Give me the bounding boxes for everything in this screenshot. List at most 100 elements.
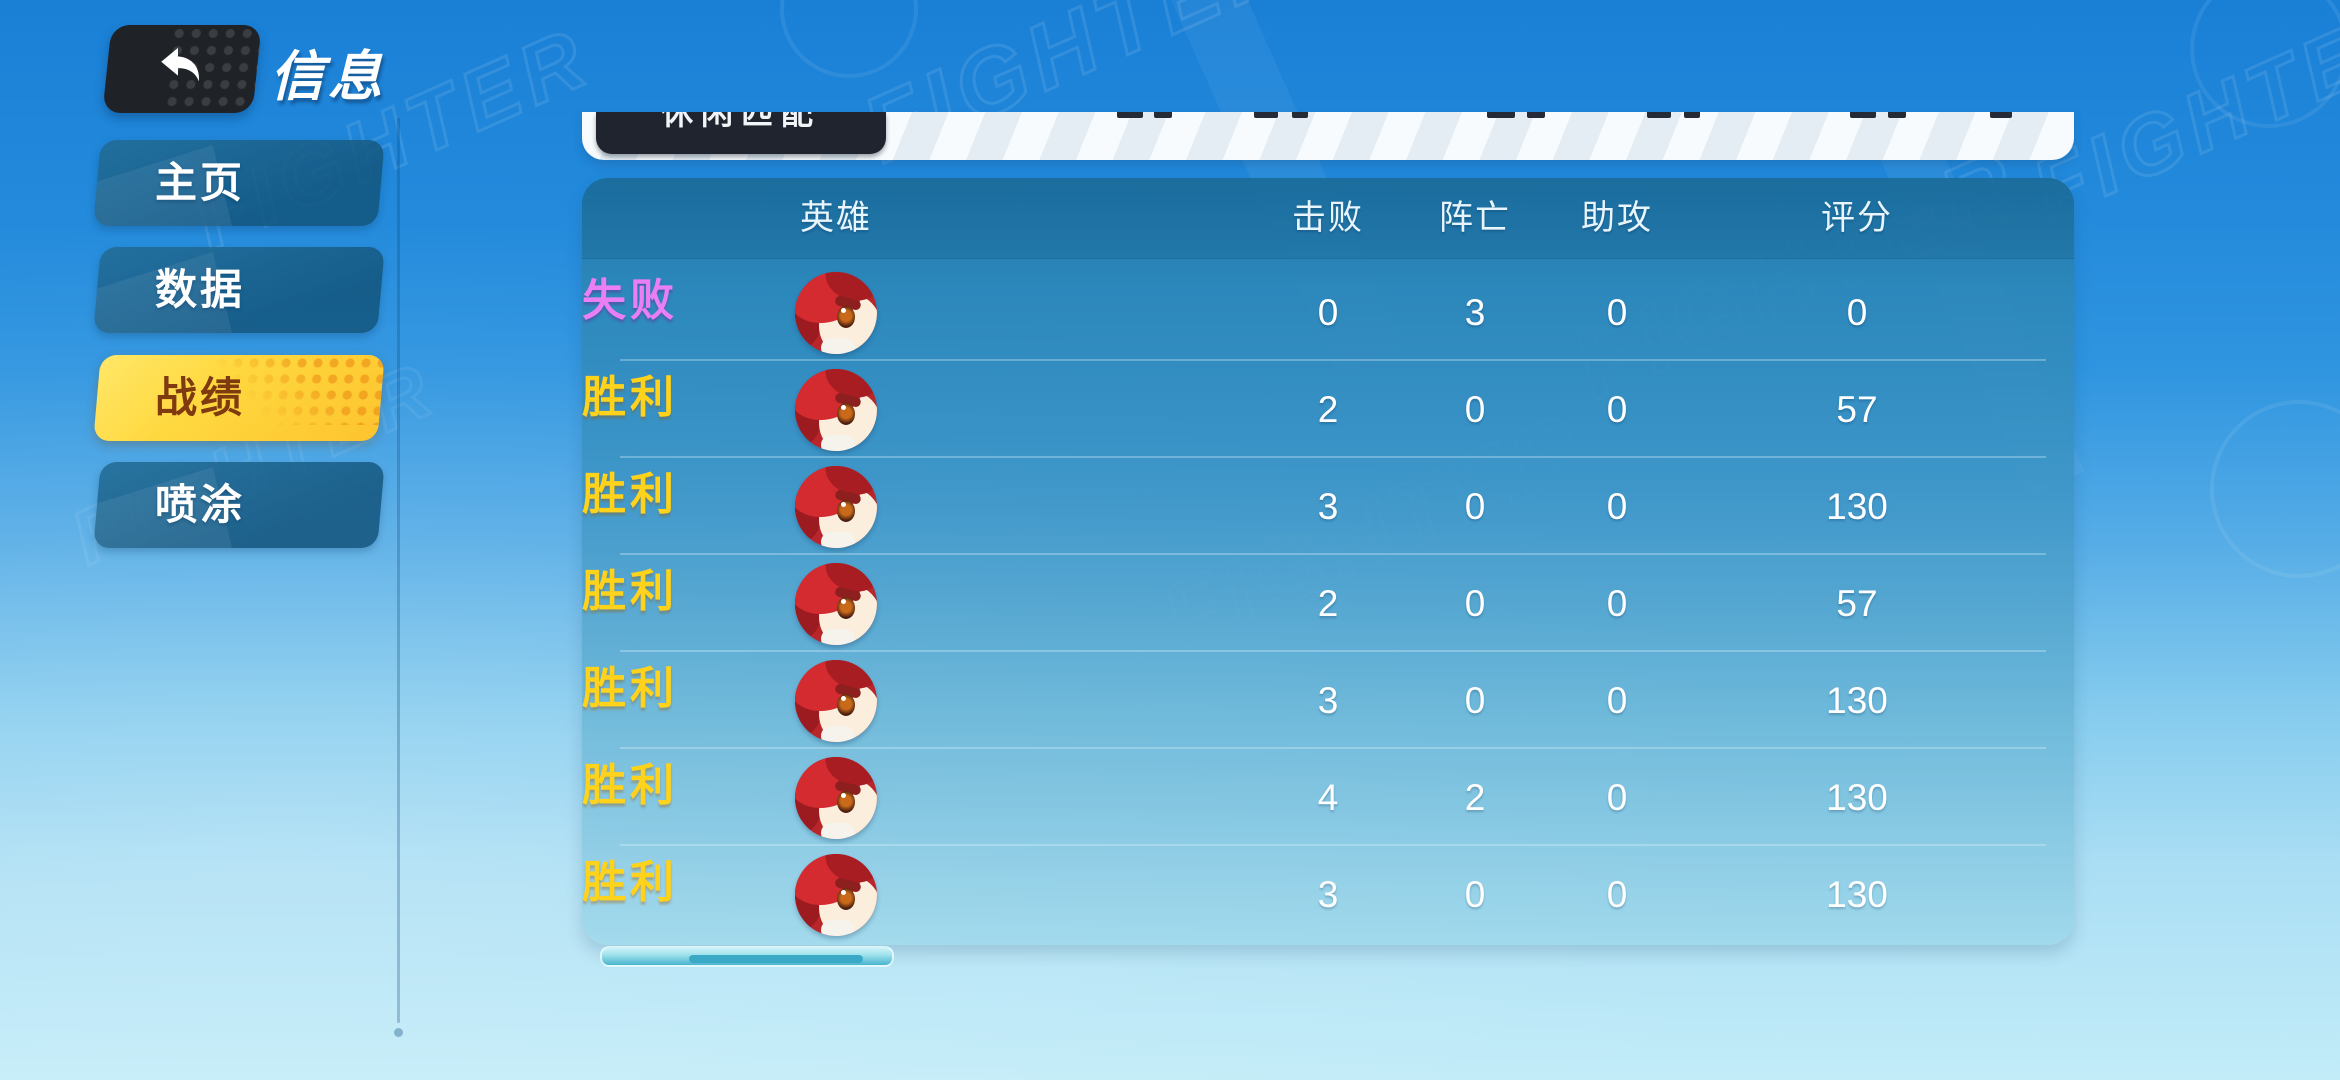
selected-mode-tab[interactable]: 休闲匹配 — [596, 112, 886, 154]
assists-value: 0 — [1606, 583, 1628, 624]
hero-avatar — [795, 659, 877, 742]
col-header-assists: 助攻 — [1581, 199, 1653, 237]
deaths-value: 0 — [1464, 680, 1486, 721]
match-result: 胜利 — [582, 567, 678, 616]
kills-value: 3 — [1317, 680, 1339, 721]
avatar-eye-glint — [841, 695, 846, 701]
avatar-eye-glint — [841, 307, 846, 313]
kills-value: 2 — [1317, 389, 1339, 430]
match-result: 胜利 — [582, 373, 678, 422]
sidebar-item-records[interactable]: 战绩 — [93, 355, 385, 441]
hero-avatar — [795, 562, 877, 645]
deaths-value: 0 — [1464, 486, 1486, 527]
avatar-collar — [821, 919, 855, 936]
hero-avatar — [795, 853, 877, 936]
hero-cell — [756, 749, 916, 846]
col-header-deaths: 阵亡 — [1439, 199, 1511, 237]
clipped-tab-glyph — [1292, 112, 1308, 118]
page-title: 信息 — [270, 47, 386, 107]
table-row[interactable]: 胜利 3 0 0 130 — [582, 846, 2074, 943]
clipped-tab-glyph — [1647, 112, 1671, 118]
avatar-collar — [821, 337, 855, 354]
kills-value: 3 — [1317, 486, 1339, 527]
hero-avatar — [795, 368, 877, 451]
table-header: 英雄 击败 阵亡 助攻 评分 — [582, 178, 2074, 259]
table-body: 失败 0 3 0 0 — [582, 264, 2074, 943]
assists-value: 0 — [1606, 680, 1628, 721]
sidebar-item-data[interactable]: 数据 — [93, 247, 385, 333]
score-value: 57 — [1836, 583, 1878, 624]
hero-cell — [756, 264, 916, 361]
peek-decoration — [689, 955, 863, 963]
deaths-value: 0 — [1464, 389, 1486, 430]
col-header-score: 评分 — [1821, 199, 1893, 237]
score-value: 130 — [1826, 680, 1888, 721]
table-row[interactable]: 胜利 3 0 0 130 — [582, 458, 2074, 555]
hero-cell — [756, 361, 916, 458]
table-row[interactable]: 胜利 2 0 0 57 — [582, 555, 2074, 652]
mode-tab-bar: 休闲匹配 — [582, 112, 2074, 160]
sidebar-item-label: 战绩 — [155, 374, 246, 421]
clipped-tab-glyph — [1888, 112, 1906, 118]
match-result: 失败 — [582, 276, 678, 325]
badge-watermark — [2190, 0, 2340, 128]
match-result: 胜利 — [582, 664, 678, 713]
hero-avatar — [795, 756, 877, 839]
deaths-value: 3 — [1464, 292, 1486, 333]
sidebar-item-label: 喷涂 — [155, 481, 246, 528]
sidebar-item-home[interactable]: 主页 — [93, 140, 385, 226]
deaths-value: 0 — [1464, 874, 1486, 915]
clipped-tab-glyph — [1487, 112, 1515, 118]
table-row[interactable]: 胜利 3 0 0 130 — [582, 652, 2074, 749]
avatar-eye — [837, 305, 855, 328]
assists-value: 0 — [1606, 874, 1628, 915]
selected-mode-tab-label: 休闲匹配 — [660, 112, 821, 131]
badge-watermark — [2210, 400, 2340, 578]
avatar-eye — [837, 596, 855, 619]
kills-value: 3 — [1317, 874, 1339, 915]
next-section-peek[interactable] — [600, 946, 894, 967]
avatar-collar — [821, 628, 855, 645]
avatar-collar — [821, 725, 855, 742]
clipped-tab-glyph — [1154, 112, 1172, 118]
match-result: 胜利 — [582, 761, 678, 810]
match-record-panel: 英雄 击败 阵亡 助攻 评分 — [582, 178, 2074, 945]
avatar-eye-glint — [841, 889, 846, 895]
table-row[interactable]: 失败 0 3 0 0 — [582, 264, 2074, 361]
back-arrow-icon — [150, 35, 214, 104]
score-value: 0 — [1846, 292, 1868, 333]
avatar-eye-glint — [841, 404, 846, 410]
hero-cell — [756, 555, 916, 652]
table-row[interactable]: 胜利 2 0 0 57 — [582, 361, 2074, 458]
avatar-eye-glint — [841, 501, 846, 507]
match-result: 胜利 — [582, 470, 678, 519]
avatar-eye-glint — [841, 598, 846, 604]
avatar-eye — [837, 499, 855, 522]
sidebar-item-spray[interactable]: 喷涂 — [93, 462, 385, 548]
deaths-value: 2 — [1464, 777, 1486, 818]
avatar-collar — [821, 822, 855, 839]
clipped-tab-glyph — [1254, 112, 1278, 118]
avatar-eye — [837, 693, 855, 716]
avatar-eye-glint — [841, 792, 846, 798]
sidebar-item-label: 主页 — [155, 159, 246, 206]
score-value: 130 — [1826, 777, 1888, 818]
table-row[interactable]: 胜利 4 2 0 130 — [582, 749, 2074, 846]
assists-value: 0 — [1606, 777, 1628, 818]
col-header-hero: 英雄 — [800, 199, 872, 237]
col-header-kills: 击败 — [1292, 199, 1364, 237]
assists-value: 0 — [1606, 389, 1628, 430]
kills-value: 0 — [1317, 292, 1339, 333]
kills-value: 2 — [1317, 583, 1339, 624]
score-value: 130 — [1826, 874, 1888, 915]
avatar-eye — [837, 402, 855, 425]
deaths-value: 0 — [1464, 583, 1486, 624]
hero-cell — [756, 846, 916, 943]
clipped-tab-glyph — [1684, 112, 1700, 118]
clipped-tab-glyph — [1990, 112, 2012, 118]
sidebar-item-label: 数据 — [155, 266, 246, 313]
avatar-eye — [837, 887, 855, 910]
back-button[interactable] — [102, 25, 262, 113]
hero-cell — [756, 458, 916, 555]
